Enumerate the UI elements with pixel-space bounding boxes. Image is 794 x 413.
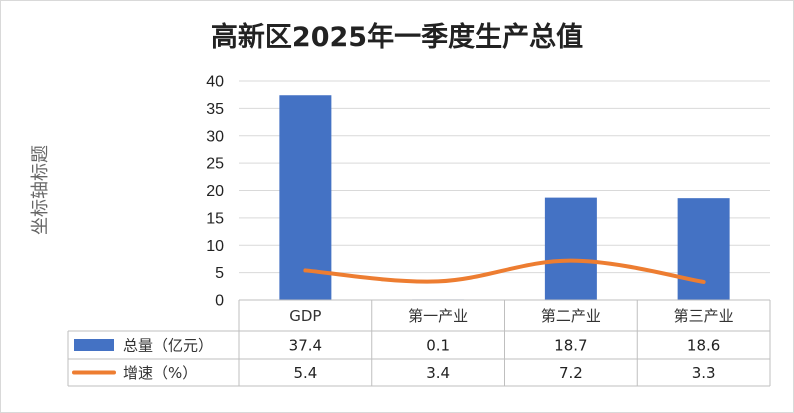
bar [279,95,332,300]
y-tick-label: 15 [206,210,224,227]
data-label: 0.1 [426,337,450,355]
y-tick-label: 30 [206,128,224,145]
category-label: GDP [289,307,321,325]
legend-label: 增速（%） [123,364,197,382]
category-label: 第一产业 [408,307,468,325]
line-series [303,258,706,284]
data-label: 18.7 [554,337,587,355]
category-label: 第三产业 [674,307,734,325]
data-label: 7.2 [559,364,583,382]
legend-swatch-bar [74,339,114,351]
growth-line [303,258,706,284]
category-label: 第二产业 [541,307,601,325]
y-tick-label: 10 [206,238,224,255]
y-tick-label: 20 [206,183,224,200]
y-tick-label: 5 [215,265,224,282]
legend-label: 总量（亿元） [123,337,213,355]
data-label: 18.6 [687,337,720,355]
y-tick-labels: 0 5 10 15 20 25 30 35 40 [206,74,224,310]
data-label: 37.4 [289,337,322,355]
bar [544,197,597,300]
data-label: 5.4 [293,364,317,382]
chart-title: 高新区2025年一季度生产总值 [211,21,583,53]
y-tick-label: 0 [215,293,224,310]
y-axis-title: 坐标轴标题 [30,145,51,235]
data-label: 3.3 [692,364,716,382]
bar [677,198,730,300]
y-tick-label: 25 [206,156,224,173]
y-tick-label: 40 [206,74,224,91]
y-tick-label: 35 [206,101,224,118]
data-label: 3.4 [426,364,450,382]
